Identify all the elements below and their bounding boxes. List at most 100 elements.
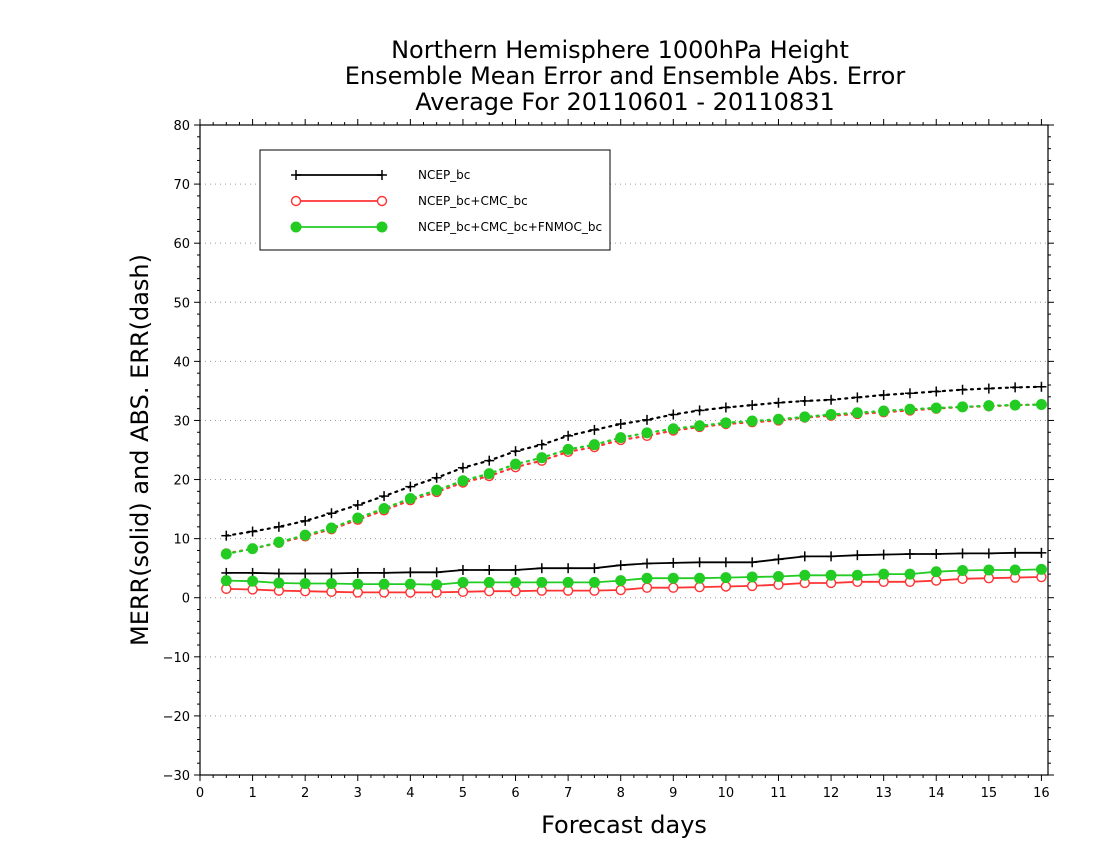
ncep-bc-cmc-bc-fnmoc-bc-merr-point <box>667 572 679 584</box>
x-tick-label: 8 <box>617 786 625 801</box>
x-tick-label: 12 <box>823 786 840 801</box>
y-tick-label: 30 <box>173 414 190 429</box>
ncep-bc-merr-point <box>457 564 468 575</box>
ncep-bc-cmc-bc-fnmoc-bc-merr-point <box>851 569 863 581</box>
ncep-bc-abs-err-point <box>405 481 416 492</box>
chart-title-line-2: Ensemble Mean Error and Ensemble Abs. Er… <box>345 62 906 90</box>
ncep-bc-cmc-bc-fnmoc-bc-merr-point <box>772 570 784 582</box>
legend: NCEP_bc NCEP_bc+CMC_bc NCEP_bc+CMC_bc+FNMO… <box>259 149 611 251</box>
x-tick-label: 16 <box>1033 786 1050 801</box>
ncep-bc-merr-point <box>931 549 942 559</box>
ncep-bc-abs-err-point <box>983 383 994 394</box>
legend-marker-ncep-bc-cmc-bc <box>376 195 388 207</box>
ncep-bc-abs-err-point <box>352 499 363 510</box>
ncep-bc-cmc-bc-fnmoc-bc-abs-err-point <box>720 417 732 429</box>
ncep-bc-merr-point <box>957 548 968 559</box>
x-tick-label: 4 <box>406 786 414 801</box>
ncep-bc-cmc-bc-fnmoc-bc-merr-point <box>825 569 837 581</box>
chart-title: Northern Hemisphere 1000hPa Height Ensem… <box>345 36 906 116</box>
ncep-bc-merr-point <box>431 567 442 578</box>
ncep-bc-abs-err-point <box>773 397 784 408</box>
ncep-bc-cmc-bc-fnmoc-bc-abs-err-point <box>536 452 548 464</box>
ncep-bc-merr-point <box>668 557 679 568</box>
ncep-bc-cmc-bc-fnmoc-bc-abs-err-point <box>378 503 390 514</box>
ncep-bc-merr-line <box>226 551 1042 575</box>
ncep-bc-cmc-bc-merr-point <box>510 586 521 597</box>
y-tick-label: 70 <box>173 178 190 193</box>
y-tick-label: 60 <box>173 237 190 252</box>
ncep-bc-cmc-bc-fnmoc-bc-merr-point <box>641 572 653 584</box>
x-tick-label: 0 <box>196 786 204 801</box>
ncep-bc-cmc-bc-fnmoc-bc-merr-point <box>247 575 259 587</box>
ncep-bc-abs-err-point <box>904 388 915 399</box>
y-tick-label: 50 <box>173 296 190 311</box>
ncep-bc-abs-err-point <box>642 414 653 425</box>
ncep-bc-merr-point <box>484 564 495 575</box>
ncep-bc-abs-err-point <box>247 526 258 537</box>
series-ncep-bc-cmc-bc <box>221 399 1047 598</box>
ncep-bc-abs-err-point <box>747 400 758 411</box>
ncep-bc-cmc-bc-fnmoc-bc-abs-err-point <box>404 492 416 504</box>
x-tick-label: 5 <box>459 786 467 801</box>
ncep-bc-abs-err-point <box>221 530 232 541</box>
ncep-bc-cmc-bc-fnmoc-bc-merr-point <box>536 576 548 588</box>
ncep-bc-cmc-bc-merr-point <box>694 581 705 593</box>
ncep-bc-cmc-bc-merr-point <box>720 581 732 592</box>
ncep-bc-cmc-bc-merr-point <box>615 584 626 596</box>
ncep-bc-cmc-bc-fnmoc-bc-abs-err-point <box>615 432 627 444</box>
legend-marker-ncep-bc-cmc-bc-fnmoc-bc <box>290 221 302 233</box>
ncep-bc-abs-err-point <box>720 402 731 413</box>
ncep-bc-merr-point <box>615 560 626 571</box>
ncep-bc-cmc-bc-fnmoc-bc-abs-err-point <box>588 439 600 451</box>
ncep-bc-cmc-bc-fnmoc-bc-merr-point <box>904 568 916 580</box>
legend-marker-ncep-bc <box>291 170 301 180</box>
ncep-bc-abs-err-point <box>615 419 626 429</box>
ncep-bc-cmc-bc-fnmoc-bc-abs-err-point <box>431 484 443 496</box>
ncep-bc-cmc-bc-fnmoc-bc-merr-point <box>510 576 522 588</box>
plot-frame <box>199 124 1049 776</box>
legend-label-ncep-bc-cmc-bc-fnmoc-bc: NCEP_bc+CMC_bc+FNMOC_bc <box>418 220 602 234</box>
ncep-bc-cmc-bc-fnmoc-bc-abs-err-point <box>457 475 469 487</box>
ncep-bc-merr-point <box>379 567 390 578</box>
ncep-bc-cmc-bc-fnmoc-bc-merr-point <box>588 576 600 588</box>
ncep-bc-cmc-bc-fnmoc-bc-merr-point <box>983 564 995 576</box>
ncep-bc-abs-err-point <box>431 472 442 483</box>
ncep-bc-abs-err-point <box>326 508 337 519</box>
ncep-bc-abs-err-point <box>694 405 705 416</box>
x-tick-label: 1 <box>248 786 256 801</box>
x-tick-label: 9 <box>669 786 677 801</box>
ncep-bc-cmc-bc-fnmoc-bc-merr-point <box>720 572 732 584</box>
legend-label-ncep-bc: NCEP_bc <box>418 168 470 182</box>
x-tick-label: 15 <box>981 786 998 801</box>
ncep-bc-abs-err-point <box>379 491 390 502</box>
ncep-bc-abs-err-point <box>273 521 284 532</box>
legend-marker-ncep-bc <box>377 170 387 180</box>
ncep-bc-cmc-bc-fnmoc-bc-abs-err-point <box>1009 399 1021 411</box>
y-tick-label: −30 <box>163 769 190 784</box>
ncep-bc-merr-point <box>983 548 994 559</box>
ncep-bc-abs-err-point <box>799 395 810 406</box>
ncep-bc-abs-err-point <box>852 392 863 403</box>
ncep-bc-merr-point <box>720 557 731 568</box>
ncep-bc-cmc-bc-fnmoc-bc-merr-point <box>483 576 495 588</box>
ncep-bc-cmc-bc-fnmoc-bc-abs-err-point <box>1035 399 1047 410</box>
ncep-bc-merr-point <box>747 557 758 568</box>
ncep-bc-abs-err-point <box>1010 382 1021 393</box>
x-tick-label: 2 <box>301 786 309 801</box>
ncep-bc-cmc-bc-fnmoc-bc-merr-point <box>746 571 758 583</box>
y-tick-label: 10 <box>173 533 190 548</box>
ncep-bc-abs-err-point <box>1036 381 1047 392</box>
x-tick-label: 3 <box>354 786 362 801</box>
ncep-bc-abs-err-point <box>563 430 574 441</box>
ncep-bc-abs-err-point <box>510 446 521 457</box>
ncep-bc-merr-point <box>878 549 889 560</box>
ncep-bc-cmc-bc-fnmoc-bc-abs-err-point <box>483 468 495 480</box>
ncep-bc-merr-point <box>904 549 915 559</box>
ncep-bc-cmc-bc-merr-point <box>484 586 495 597</box>
ncep-bc-cmc-bc-fnmoc-bc-abs-err-point <box>510 458 522 470</box>
ncep-bc-cmc-bc-fnmoc-bc-abs-err-point <box>299 529 311 541</box>
ncep-bc-cmc-bc-fnmoc-bc-abs-err-point <box>904 403 916 415</box>
ncep-bc-cmc-bc-merr-point <box>746 580 758 592</box>
ncep-bc-merr-point <box>536 563 547 574</box>
